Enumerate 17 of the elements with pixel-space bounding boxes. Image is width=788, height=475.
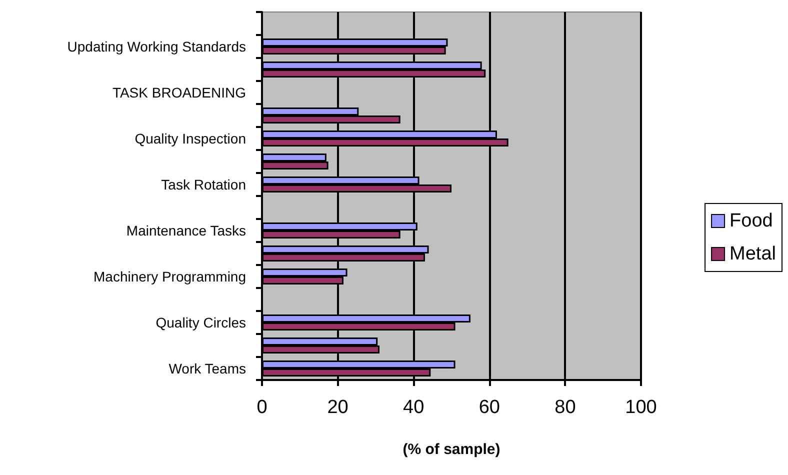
y-tick-label: Work Teams (168, 360, 246, 376)
y-tick-label: Updating Working Standards (67, 38, 246, 54)
x-tick-label: 0 (256, 397, 268, 418)
x-tick-label: 20 (327, 397, 348, 418)
legend-label: Food (730, 210, 773, 232)
x-tick-label: 40 (403, 397, 424, 418)
y-tick-label: TASK BROADENING (112, 84, 246, 100)
x-tick-label: 60 (478, 397, 500, 418)
y-tick-label: Quality Inspection (134, 130, 246, 146)
y-tick-label: Machinery Programming (94, 268, 246, 284)
y-tick-label: Maintenance Tasks (126, 222, 246, 238)
x-tick-label: 80 (554, 397, 576, 418)
x-tick-label: 100 (625, 397, 657, 418)
x-axis-title: (% of sample) (402, 441, 500, 458)
y-tick-label: Task Rotation (161, 176, 246, 192)
legend-label: Metal (730, 244, 776, 264)
y-tick-label: Quality Circles (156, 314, 246, 330)
